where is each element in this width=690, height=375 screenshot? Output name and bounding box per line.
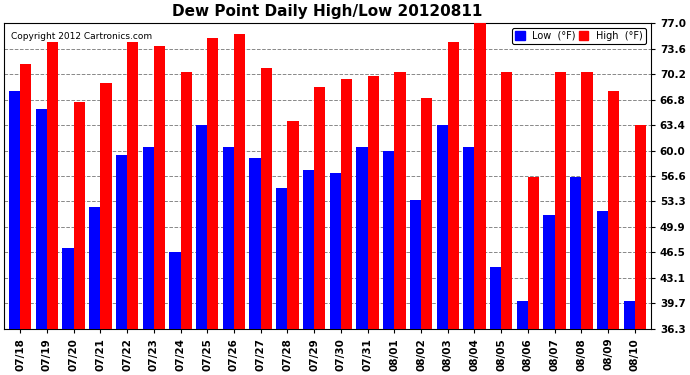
- Title: Dew Point Daily High/Low 20120811: Dew Point Daily High/Low 20120811: [172, 4, 483, 19]
- Bar: [303, 170, 314, 329]
- Bar: [36, 110, 47, 329]
- Bar: [20, 64, 32, 329]
- Bar: [463, 147, 475, 329]
- Bar: [528, 177, 539, 329]
- Bar: [383, 151, 394, 329]
- Bar: [555, 72, 566, 329]
- Bar: [448, 42, 459, 329]
- Bar: [74, 102, 85, 329]
- Bar: [89, 207, 100, 329]
- Bar: [341, 80, 352, 329]
- Bar: [143, 147, 154, 329]
- Bar: [437, 124, 448, 329]
- Bar: [410, 200, 421, 329]
- Bar: [116, 154, 127, 329]
- Bar: [475, 20, 486, 329]
- Bar: [608, 91, 620, 329]
- Bar: [62, 249, 74, 329]
- Bar: [207, 38, 219, 329]
- Bar: [356, 147, 368, 329]
- Bar: [490, 267, 501, 329]
- Bar: [368, 76, 379, 329]
- Bar: [234, 34, 245, 329]
- Bar: [250, 158, 261, 329]
- Bar: [570, 177, 582, 329]
- Bar: [624, 301, 635, 329]
- Bar: [330, 173, 341, 329]
- Bar: [501, 72, 513, 329]
- Bar: [169, 252, 181, 329]
- Bar: [517, 301, 528, 329]
- Bar: [597, 211, 608, 329]
- Bar: [100, 83, 112, 329]
- Bar: [9, 91, 20, 329]
- Bar: [47, 42, 58, 329]
- Bar: [196, 124, 207, 329]
- Bar: [635, 124, 646, 329]
- Bar: [394, 72, 406, 329]
- Bar: [276, 188, 288, 329]
- Bar: [127, 42, 138, 329]
- Bar: [314, 87, 326, 329]
- Bar: [154, 46, 165, 329]
- Bar: [544, 214, 555, 329]
- Bar: [288, 121, 299, 329]
- Text: Copyright 2012 Cartronics.com: Copyright 2012 Cartronics.com: [10, 32, 152, 41]
- Legend: Low  (°F), High  (°F): Low (°F), High (°F): [512, 28, 646, 44]
- Bar: [181, 72, 192, 329]
- Bar: [582, 72, 593, 329]
- Bar: [421, 98, 432, 329]
- Bar: [261, 68, 272, 329]
- Bar: [223, 147, 234, 329]
